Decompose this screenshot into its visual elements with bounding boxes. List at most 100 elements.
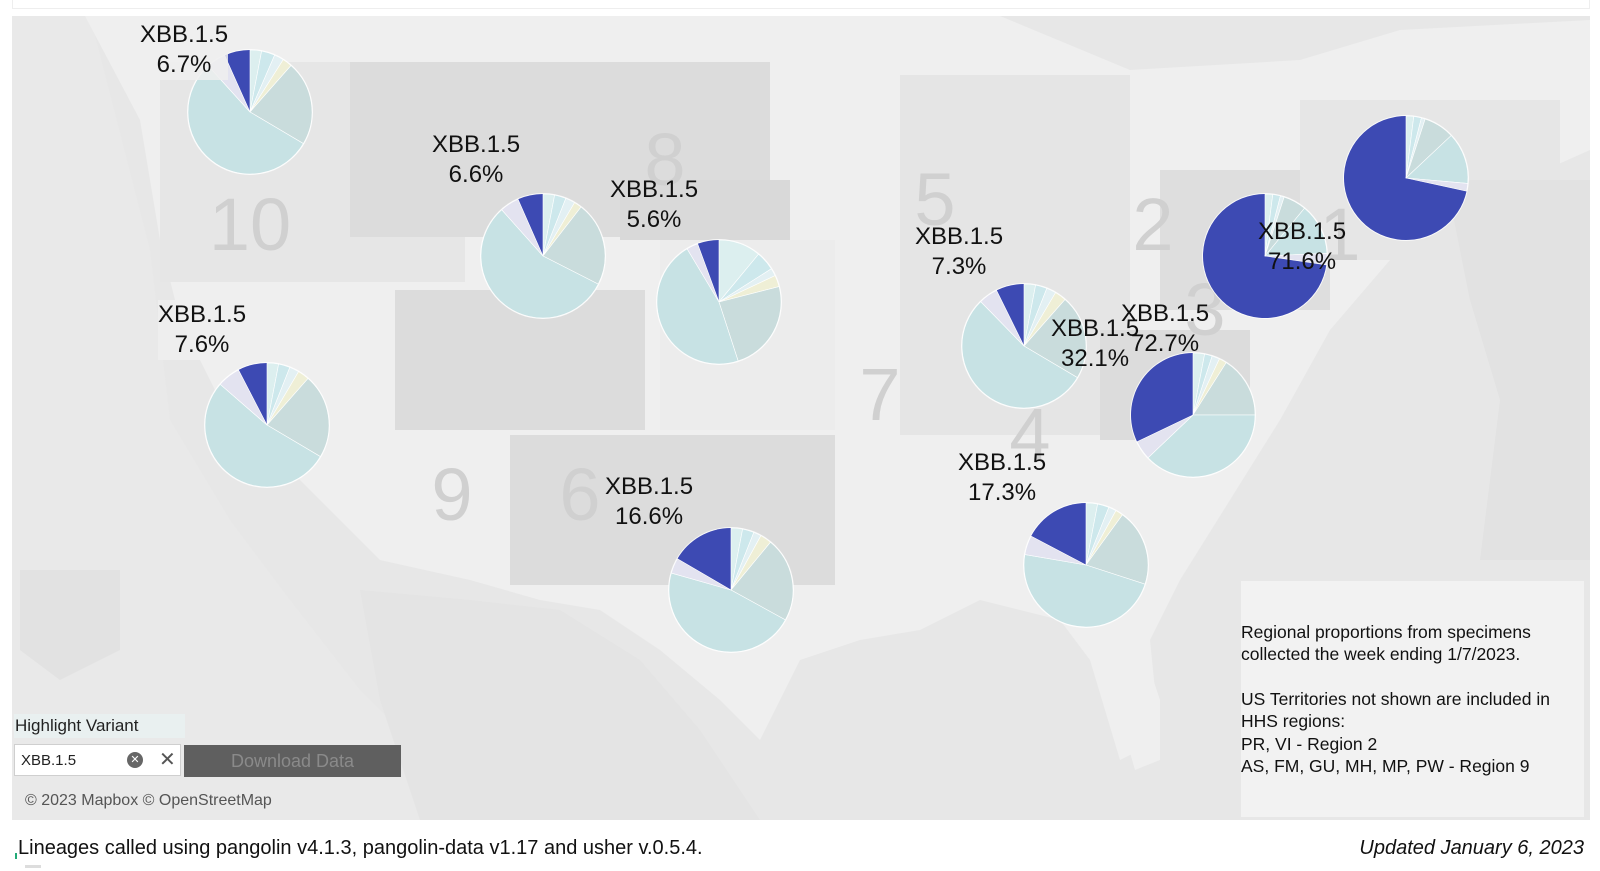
region-pie-chart[interactable] — [1202, 193, 1328, 319]
pie-label: XBB.1.5 16.6% — [605, 472, 693, 532]
pie-label: XBB.1.5 72.7% — [1121, 299, 1209, 359]
us-map[interactable]: 108 5 2 19 67 43 — [0, 0, 1600, 820]
clear-circle-icon[interactable]: ✕ — [127, 752, 143, 768]
pie-slice[interactable] — [1024, 535, 1087, 566]
region-pie-chart[interactable] — [656, 239, 782, 365]
region-pie-chart[interactable] — [1343, 115, 1469, 241]
region-number: 6 — [559, 453, 600, 536]
variant-percent: 5.6% — [626, 206, 682, 233]
region-pie-chart[interactable] — [480, 193, 606, 319]
variant-name: XBB.1.5 — [605, 473, 694, 500]
variant-name: XBB.1.5 — [140, 21, 229, 48]
variant-name: XBB.1.5 — [432, 131, 521, 158]
pangolin-note: Lineages called using pangolin v4.1.3, p… — [18, 837, 703, 859]
region-8-shade-sd — [620, 180, 790, 240]
pie-slice[interactable] — [542, 206, 606, 285]
pie-slice[interactable] — [187, 65, 304, 175]
region-number: 7 — [859, 353, 900, 436]
highlight-variant-input[interactable] — [21, 750, 121, 770]
variant-name: XBB.1.5 — [610, 176, 699, 203]
info-line: HHS regions: — [1241, 711, 1346, 731]
info-line: collected the week ending 1/7/2023. — [1241, 644, 1521, 664]
info-line: AS, FM, GU, MH, MP, PW - Region 9 — [1241, 756, 1530, 776]
map-attribution[interactable]: © 2023 Mapbox © OpenStreetMap — [25, 792, 272, 809]
pie-slice[interactable] — [1023, 299, 1087, 378]
pie-slice[interactable] — [1405, 177, 1469, 192]
baja-area — [20, 570, 120, 680]
region-number: 2 — [1132, 183, 1173, 266]
pie-slice-highlight[interactable] — [677, 528, 731, 590]
pie-slice-highlight[interactable] — [697, 240, 719, 302]
info-line: US Territories not shown are included in — [1241, 689, 1551, 709]
region-number: 8 — [644, 118, 685, 201]
variant-percent: 7.6% — [174, 331, 230, 358]
footer-marker — [15, 853, 17, 859]
highlight-variant-label: Highlight Variant — [14, 714, 185, 738]
region-number: 9 — [431, 453, 472, 536]
pie-slice[interactable] — [266, 378, 330, 457]
region-pie-chart[interactable] — [204, 362, 330, 488]
pie-slice[interactable] — [1264, 252, 1328, 266]
info-line: PR, VI - Region 2 — [1241, 734, 1378, 754]
variant-percent: 7.3% — [931, 253, 987, 280]
region-pie-chart[interactable] — [668, 527, 794, 653]
pie-slice[interactable] — [1136, 414, 1194, 459]
region-pie-chart[interactable] — [961, 283, 1087, 409]
region-pie-chart[interactable] — [1130, 352, 1256, 478]
pie-label: XBB.1.5 17.3% — [958, 448, 1046, 508]
pie-label: XBB.1.5 5.6% — [610, 175, 698, 235]
florida — [1080, 600, 1160, 770]
region-number: 10 — [209, 183, 291, 266]
variant-percent: 17.3% — [968, 479, 1037, 506]
pie-slice[interactable] — [730, 541, 794, 621]
region-pie-chart[interactable] — [1023, 502, 1149, 628]
pie-slice[interactable] — [670, 558, 732, 591]
download-data-button[interactable]: Download Data — [184, 745, 401, 777]
close-icon[interactable]: ✕ — [159, 749, 176, 771]
variant-percent: 16.6% — [615, 503, 684, 530]
pie-slice[interactable] — [1147, 414, 1256, 478]
pie-slice[interactable] — [656, 248, 739, 365]
highlight-variant-field[interactable]: ✕ ✕ — [14, 744, 181, 776]
pie-slice[interactable] — [961, 301, 1078, 409]
pie-slice-highlight[interactable] — [1343, 116, 1467, 240]
pie-label: XBB.1.5 6.7% — [140, 20, 229, 80]
mexico-area — [360, 590, 760, 820]
variant-name: XBB.1.5 — [958, 449, 1047, 476]
pie-slice-highlight[interactable] — [1031, 503, 1086, 565]
pie-slice[interactable] — [219, 369, 268, 426]
pie-label: XBB.1.5 7.3% — [915, 222, 1003, 282]
pie-charts-layer — [187, 49, 1469, 653]
pie-slice[interactable] — [1192, 362, 1256, 416]
pie-slice-highlight[interactable] — [1131, 353, 1193, 442]
variant-name: XBB.1.5 — [158, 301, 247, 328]
region-numbers-layer: 108 5 2 19 67 43 — [209, 118, 1361, 536]
pie-slice[interactable] — [249, 65, 313, 144]
variant-name: XBB.1.5 — [915, 223, 1004, 250]
pie-slice[interactable] — [686, 243, 720, 303]
pie-label: XBB.1.5 32.1% — [1051, 314, 1139, 374]
pie-slice-highlight[interactable] — [224, 50, 250, 112]
pie-slice[interactable] — [204, 383, 321, 488]
pie-slice-highlight[interactable] — [996, 284, 1024, 346]
pie-slice[interactable] — [1085, 514, 1149, 585]
pie-slice[interactable] — [480, 209, 599, 319]
pie-slice[interactable] — [501, 198, 544, 257]
pie-slice[interactable] — [980, 290, 1025, 347]
pie-slice[interactable] — [668, 572, 786, 653]
region-pie-chart[interactable] — [187, 49, 313, 175]
pie-label: XBB.1.5 6.6% — [432, 130, 520, 190]
top-toolbar-strip — [12, 0, 1590, 9]
pie-slice[interactable] — [1023, 554, 1146, 628]
updated-date: Updated January 6, 2023 — [1359, 837, 1584, 859]
atlantic-ocean — [1450, 180, 1590, 560]
variant-name: XBB.1.5 — [1121, 300, 1210, 327]
variant-percent: 6.7% — [156, 51, 212, 78]
variant-percent: 32.1% — [1061, 345, 1130, 372]
footer-stub — [25, 865, 41, 868]
pie-slice-highlight[interactable] — [238, 363, 267, 425]
variant-percent: 6.6% — [448, 161, 504, 188]
pie-slice-highlight[interactable] — [518, 194, 543, 256]
pie-slice[interactable] — [718, 286, 782, 362]
